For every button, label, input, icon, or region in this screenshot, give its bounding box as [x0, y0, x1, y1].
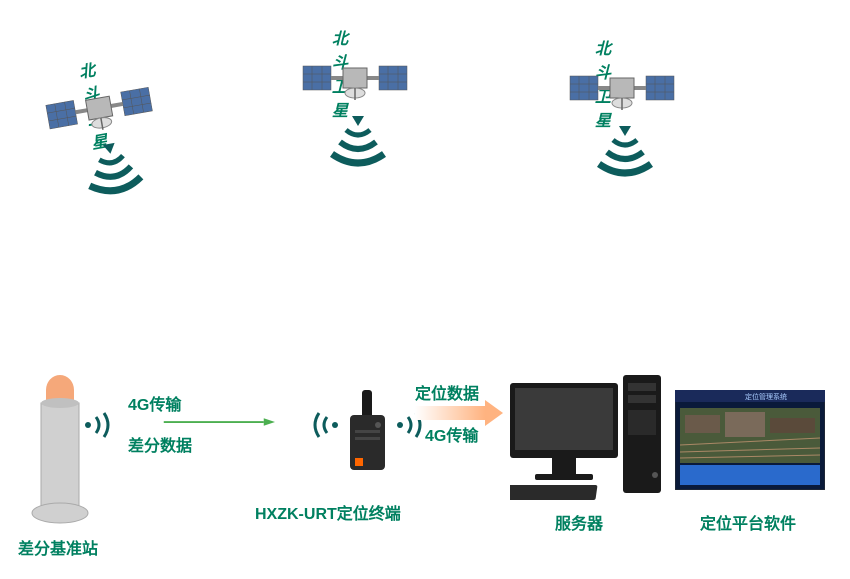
terminal-signal-left-icon [310, 405, 345, 445]
software-screen: 定位管理系统 [675, 390, 825, 495]
green-arrow-icon [135, 417, 305, 427]
terminal-device [340, 390, 395, 485]
signal-arcs-icon-3 [585, 122, 665, 187]
base-station [30, 375, 90, 535]
base-station-label: 差分基准站 [18, 535, 98, 559]
software-screen-icon: 定位管理系统 [675, 390, 825, 490]
base-signal-icon [78, 405, 118, 445]
server-label: 服务器 [555, 510, 603, 534]
signal-arcs-icon-2 [318, 112, 398, 177]
diff-data-label: 差分数据 [128, 432, 192, 456]
base-station-icon [30, 375, 90, 530]
terminal-device-icon [340, 390, 395, 480]
software-label: 定位平台软件 [700, 510, 796, 534]
gradient-arrow-icon [415, 398, 505, 428]
server-group [510, 375, 665, 510]
signal-arcs-icon-1 [68, 140, 148, 205]
tx-4g-label-1: 4G传输 [128, 391, 181, 415]
server-icon [510, 375, 665, 505]
terminal-label: HXZK-URT定位终端 [255, 500, 401, 524]
svg-text:定位管理系统: 定位管理系统 [745, 392, 787, 401]
